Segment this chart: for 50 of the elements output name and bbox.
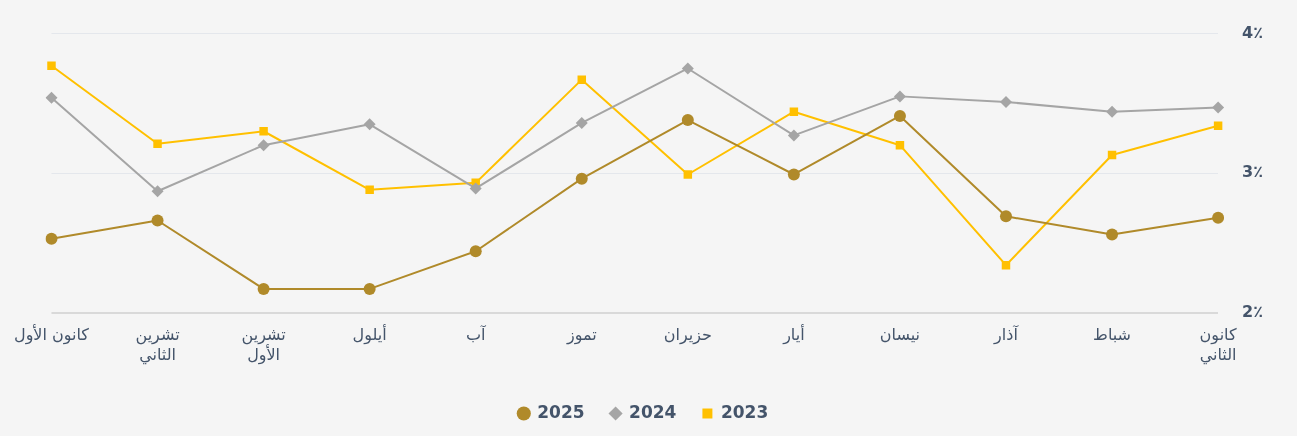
x-tick-label: آب [465,325,488,345]
point [683,170,693,179]
point [259,127,268,136]
x-tick-label: تموز [565,325,597,346]
point [893,90,906,103]
point [681,114,694,127]
point [365,185,374,195]
point [789,107,799,116]
x-tick-label: نيسان [879,325,921,345]
point [257,139,270,152]
point [151,185,164,198]
x-tick-label: كانون الثاني [1199,325,1237,365]
point [151,214,164,227]
x-tick-label: تشرين الأول [241,325,286,365]
point [1106,105,1119,118]
point [1213,121,1223,130]
y-tick-label: 2٪ [1242,301,1264,321]
x-tick-label: كانون الأول [14,324,90,346]
point [577,75,587,84]
legend-label: 2023 [720,401,769,422]
x-tick-label: أيار [782,324,805,346]
point [999,210,1012,223]
point [787,129,800,142]
point [575,116,588,129]
point [575,172,588,185]
x-tick-label: شباط [1093,325,1131,345]
point [363,118,376,131]
x-tick-label: آذار [993,325,1020,346]
point [1212,211,1225,224]
point [1212,101,1225,114]
point [1106,228,1119,241]
point [469,182,482,195]
legend-label: 2024 [629,401,677,422]
point [47,61,56,70]
y-tick-label: 3٪ [1242,162,1264,182]
y-tick-label: 4٪ [1242,22,1264,42]
point [257,282,270,295]
point [681,62,694,75]
point [999,95,1012,108]
x-tick-label: أيلول [352,324,387,346]
point [893,109,906,122]
point [45,91,58,104]
point [787,168,800,181]
point [469,245,482,258]
legend-label: 2025 [537,401,585,422]
point [363,282,376,295]
point [153,139,162,149]
x-tick-label: تشرين الثاني [135,325,180,365]
x-tick-label: حزيران [663,325,712,346]
point [45,232,58,245]
